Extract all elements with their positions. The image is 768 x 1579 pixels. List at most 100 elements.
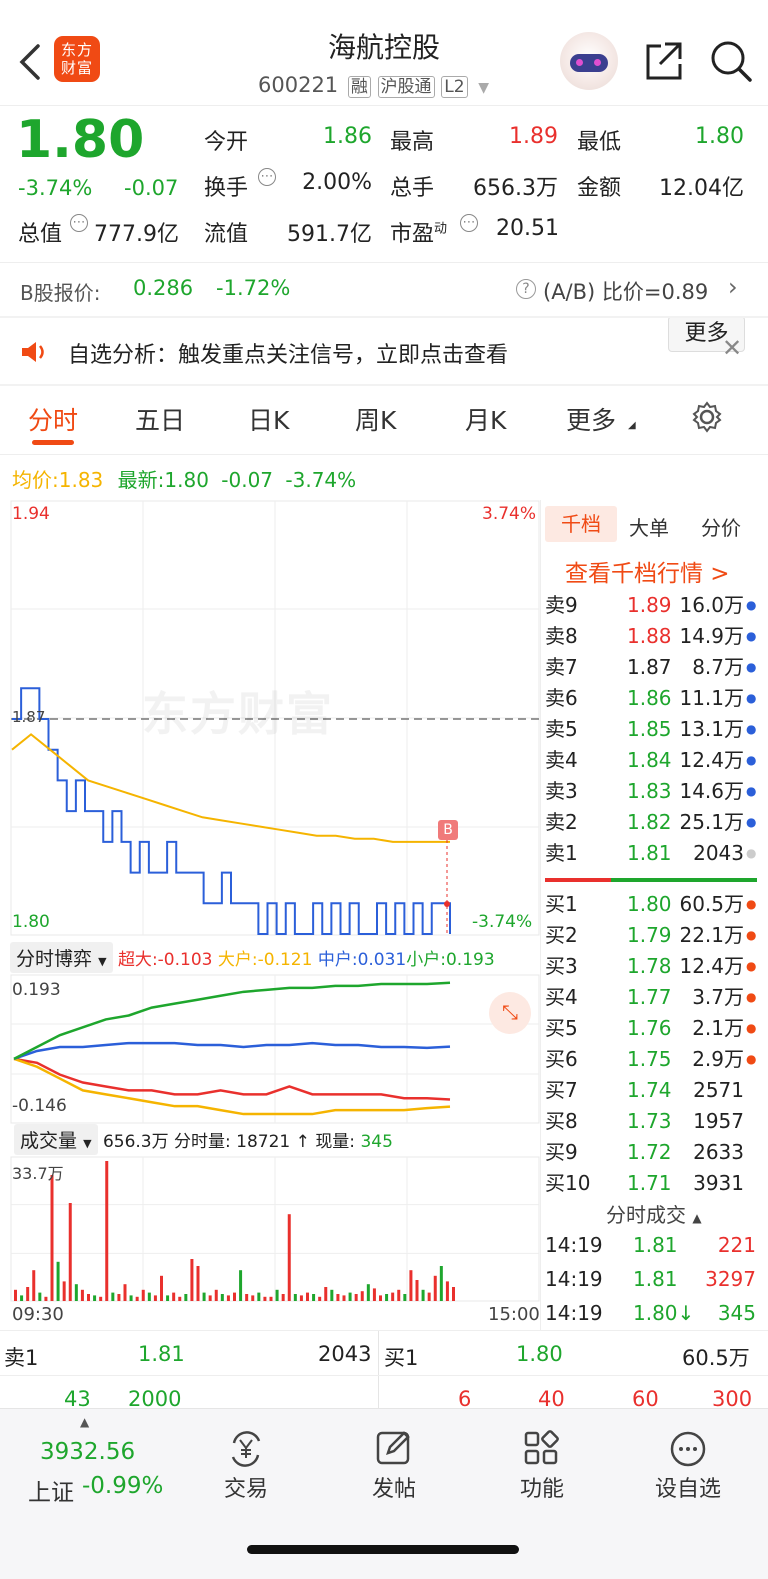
volume-bar	[105, 1161, 109, 1301]
dot-icon: ●	[746, 959, 757, 973]
nav-trade[interactable]: 交易	[223, 1477, 268, 1502]
tab-daily-k[interactable]: 日K	[248, 406, 290, 435]
back-icon[interactable]	[16, 42, 42, 82]
volume-bar	[190, 1259, 194, 1301]
ask-row[interactable]: 卖1 1.81 2043 ●	[545, 838, 760, 869]
info-icon[interactable]: ⋯	[70, 214, 88, 232]
divider	[0, 262, 768, 263]
more-fields-button[interactable]: 更多	[668, 316, 745, 352]
ask-row[interactable]: 卖9 1.89 16.0万 ●	[545, 590, 760, 621]
nav-add-watchlist[interactable]: 设自选	[654, 1477, 721, 1502]
volume-bar	[184, 1294, 188, 1301]
pct-y-top: 3.74%	[482, 504, 537, 524]
edit-icon[interactable]	[374, 1429, 414, 1469]
flow-header: 分时博弈 ▼ 超大:-0.103 大户:-0.121 中户:0.031小户:0.…	[10, 942, 540, 973]
ob-tab-1000[interactable]: 千档	[545, 506, 617, 542]
divider	[0, 316, 768, 318]
chevron-right-icon[interactable]: ›	[728, 273, 738, 301]
dot-icon: ●	[746, 629, 757, 643]
chart-area[interactable]: 1.94 1.80 3.74% -3.74% 1.87 东方财富 B 分时博弈 …	[0, 500, 540, 1330]
dot-icon: ●	[746, 691, 757, 705]
ask-row[interactable]: 卖7 1.87 8.7万 ●	[545, 652, 760, 683]
grid-icon[interactable]	[522, 1429, 562, 1469]
ob-tab-price[interactable]: 分价	[701, 516, 741, 540]
total-value: 777.9亿	[94, 222, 179, 247]
volume-bar	[269, 1296, 273, 1301]
ask-row[interactable]: 卖4 1.84 12.4万 ●	[545, 745, 760, 776]
flow-selector[interactable]: 分时博弈 ▼	[10, 942, 113, 973]
tab-five-day[interactable]: 五日	[135, 406, 186, 435]
amount-value: 12.04亿	[659, 176, 744, 201]
tab-weekly-k[interactable]: 周K	[355, 406, 397, 435]
notice-banner[interactable]: 自选分析：触发重点关注信号，立即点击查看 ✕	[0, 318, 768, 384]
spread-bar	[545, 878, 611, 882]
dot-icon: ●	[746, 1021, 757, 1035]
volume-bar	[123, 1284, 127, 1301]
bid-row[interactable]: 买3 1.78 12.4万 ●	[545, 951, 760, 982]
ob-tab-large[interactable]: 大单	[629, 516, 669, 540]
assistant-avatar[interactable]	[560, 32, 618, 90]
yen-exchange-icon[interactable]	[226, 1429, 266, 1469]
ask-row[interactable]: 卖5 1.85 13.1万 ●	[545, 714, 760, 745]
volume-bar	[178, 1296, 182, 1301]
turnover-info-icon[interactable]: ⋯	[258, 168, 276, 186]
index-name: 上证	[28, 1480, 74, 1506]
expand-icon[interactable]: ⤡	[489, 992, 531, 1034]
search-icon[interactable]	[708, 38, 754, 84]
more-dots-icon[interactable]	[668, 1429, 708, 1469]
divider	[0, 1330, 768, 1331]
gear-icon[interactable]	[690, 400, 724, 434]
volume-bar	[160, 1275, 163, 1301]
ask-price: 1.81	[627, 841, 672, 865]
dot-icon: ●	[746, 722, 757, 736]
volume-bar	[287, 1214, 291, 1301]
dot-icon: ●	[746, 598, 757, 612]
help-icon[interactable]: ?	[516, 279, 536, 299]
bid-row[interactable]: 买6 1.75 2.9万 ●	[545, 1044, 760, 1075]
volume-bar	[20, 1295, 24, 1301]
ask-row[interactable]: 卖6 1.86 11.1万 ●	[545, 683, 760, 714]
bid-row[interactable]: 买2 1.79 22.1万 ●	[545, 920, 760, 951]
ask-row[interactable]: 卖2 1.82 25.1万 ●	[545, 807, 760, 838]
index-widget[interactable]: ▲ 3932.56 上证 -0.99%	[22, 1415, 182, 1506]
volume-bar	[439, 1266, 443, 1301]
ask-row[interactable]: 卖3 1.83 14.6万 ●	[545, 776, 760, 807]
bid-row[interactable]: 买5 1.76 2.1万 ●	[545, 1013, 760, 1044]
tick-price: 1.80↓	[633, 1301, 695, 1325]
tab-intraday[interactable]: 分时	[28, 406, 79, 435]
bid-price: 1.74	[627, 1078, 672, 1102]
ticks-header[interactable]: 分时成交 ▲	[606, 1203, 702, 1227]
close-icon[interactable]: ✕	[722, 334, 743, 362]
pe-info-icon[interactable]: ⋯	[460, 214, 478, 232]
nav-functions[interactable]: 功能	[519, 1477, 564, 1502]
bid-row[interactable]: 买10 1.71 3931	[545, 1168, 760, 1199]
money-flow-chart[interactable]	[0, 974, 540, 1124]
bid-row[interactable]: 买1 1.80 60.5万 ●	[545, 889, 760, 920]
volume-bar	[239, 1270, 243, 1301]
bid-price: 1.72	[627, 1140, 672, 1164]
share-icon[interactable]	[643, 40, 685, 82]
tab-more[interactable]: 更多	[566, 406, 617, 435]
intraday-price-chart[interactable]	[0, 500, 540, 936]
tab-monthly-k[interactable]: 月K	[465, 406, 507, 435]
volume-bar	[74, 1284, 78, 1301]
b-share-row[interactable]: B股报价: 0.286 -1.72% ? (A/B) 比价=0.89 ›	[0, 263, 768, 315]
dot-icon: ●	[746, 815, 757, 829]
bid-row[interactable]: 买7 1.74 2571	[545, 1075, 760, 1106]
bid-row[interactable]: 买9 1.72 2633	[545, 1137, 760, 1168]
ask-row[interactable]: 卖8 1.88 14.9万 ●	[545, 621, 760, 652]
nav-post[interactable]: 发帖	[371, 1477, 416, 1502]
flow-series-line	[13, 1041, 451, 1061]
volume-bar	[233, 1292, 236, 1301]
bid-row[interactable]: 买4 1.77 3.7万 ●	[545, 982, 760, 1013]
volume-bar	[452, 1287, 455, 1301]
volume-value: 656.3万	[473, 176, 558, 201]
dropdown-icon[interactable]: ▼	[478, 80, 489, 96]
stock-name: 海航控股	[327, 31, 440, 64]
volume-selector[interactable]: 成交量 ▼	[14, 1124, 98, 1155]
bid-row[interactable]: 买8 1.73 1957	[545, 1106, 760, 1137]
ob-link[interactable]: 查看千档行情 >	[565, 561, 730, 587]
volume-chart[interactable]	[0, 1156, 540, 1302]
volume-bar	[372, 1288, 376, 1301]
bid-label: 买5	[545, 1016, 578, 1040]
